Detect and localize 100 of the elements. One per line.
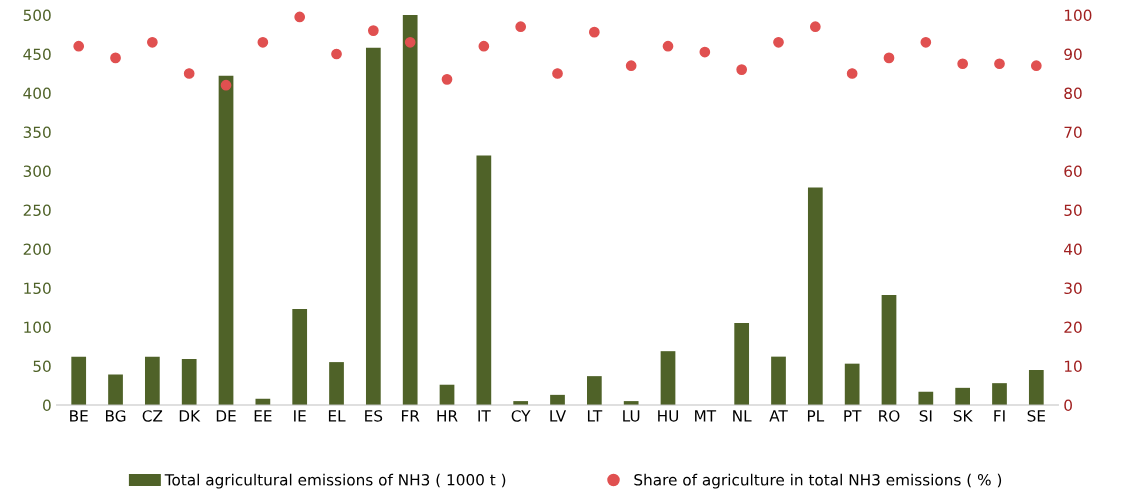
y-tick-label: 0: [43, 399, 51, 412]
x-tick-label: RO: [879, 410, 900, 422]
point: [552, 68, 563, 79]
y2-tick-label: 80: [1064, 87, 1082, 100]
x-tick-label: BG: [106, 410, 126, 422]
point: [110, 52, 121, 64]
y-tick-label: 300: [23, 165, 51, 178]
point: [294, 11, 306, 23]
point: [331, 48, 342, 60]
y2-tick-label: 100: [1064, 9, 1092, 22]
bar: [71, 356, 87, 405]
point: [257, 36, 269, 48]
x-tick-label: LT: [587, 410, 603, 422]
x-tick-label: CY: [511, 410, 531, 422]
point: [957, 58, 969, 70]
y-tick-label: 250: [23, 204, 51, 217]
x-tick-label: MT: [695, 410, 717, 422]
bar: [365, 47, 381, 405]
y-tick-label: 150: [24, 282, 51, 295]
x-tick-label: SI: [919, 410, 932, 422]
bar: [918, 391, 934, 405]
point: [809, 21, 821, 33]
y2-tick-label: 60: [1064, 165, 1082, 178]
bar: [844, 363, 860, 405]
bar: [660, 351, 676, 405]
bar: [108, 374, 123, 405]
y2-tick-label: 30: [1064, 282, 1082, 295]
bar: [476, 155, 492, 405]
y2-tick-label: 20: [1064, 321, 1082, 334]
y-tick-label: 500: [23, 9, 51, 22]
x-tick-label: DK: [179, 410, 201, 422]
x-tick-label: ES: [365, 410, 383, 422]
bar: [734, 323, 750, 405]
x-tick-label: IE: [294, 410, 306, 422]
x-tick-label: BE: [70, 410, 88, 422]
bar: [955, 387, 971, 405]
point: [699, 46, 711, 58]
y-tick-label: 450: [23, 48, 51, 61]
point: [846, 68, 858, 79]
point: [441, 73, 453, 85]
point: [736, 64, 748, 75]
x-tick-label: HR: [437, 410, 458, 422]
bar: [145, 356, 160, 405]
point: [625, 60, 637, 72]
point: [73, 40, 85, 52]
y2-tick-label: 40: [1064, 243, 1082, 256]
point: [147, 36, 158, 48]
x-tick-label: LV: [550, 410, 567, 422]
x-tick-label: FR: [401, 410, 420, 422]
x-tick-label: DE: [216, 410, 236, 422]
point: [773, 36, 784, 48]
y2-tick-label: 10: [1064, 360, 1082, 373]
point: [1030, 60, 1042, 72]
y-tick-label: 400: [23, 87, 51, 100]
x-tick-label: HU: [658, 410, 679, 422]
y-tick-label: 50: [33, 360, 51, 373]
y-tick-label: 100: [24, 321, 51, 334]
point: [367, 25, 379, 36]
y-tick-label: 350: [23, 126, 51, 139]
bar: [771, 356, 786, 405]
x-tick-label: NL: [733, 410, 752, 422]
bar: [218, 75, 234, 405]
x-tick-label: CZ: [142, 410, 163, 422]
y2-tick-label: 70: [1064, 126, 1082, 139]
x-tick-label: PL: [807, 410, 825, 422]
x-tick-label: EE: [254, 410, 272, 422]
x-tick-label: EL: [328, 410, 346, 422]
y2-tick-label: 0: [1064, 399, 1072, 412]
point: [183, 68, 195, 79]
bar: [586, 376, 602, 405]
x-tick-label: FI: [994, 410, 1005, 422]
y2-tick-label: 50: [1064, 204, 1082, 217]
bar: [807, 187, 823, 405]
bar: [881, 295, 897, 405]
bar: [329, 362, 344, 405]
bar: [181, 358, 197, 405]
x-tick-label: AT: [769, 410, 788, 422]
point: [883, 52, 895, 64]
bar: [292, 309, 308, 405]
x-tick-label: SE: [1027, 410, 1046, 422]
point: [994, 58, 1005, 70]
point: [515, 21, 527, 33]
bar: [402, 15, 418, 405]
bar: [1028, 369, 1044, 405]
bar: [550, 394, 565, 405]
x-tick-label: IT: [478, 410, 491, 422]
x-tick-label: LU: [623, 410, 640, 422]
point: [920, 36, 932, 48]
point: [404, 36, 416, 48]
point: [588, 26, 600, 38]
y-tick-label: 200: [23, 243, 51, 256]
x-tick-label: PT: [844, 410, 862, 422]
bar: [992, 383, 1007, 405]
y2-tick-label: 90: [1064, 48, 1082, 61]
legend-label: Share of agriculture in total NH3 emissions ( % ): [634, 473, 1002, 489]
point: [478, 40, 490, 52]
legend-label: Total agricultural emissions of NH3 ( 1000 t ): [164, 473, 506, 489]
point: [662, 40, 674, 52]
point: [220, 79, 232, 91]
x-tick-label: SK: [953, 410, 973, 422]
